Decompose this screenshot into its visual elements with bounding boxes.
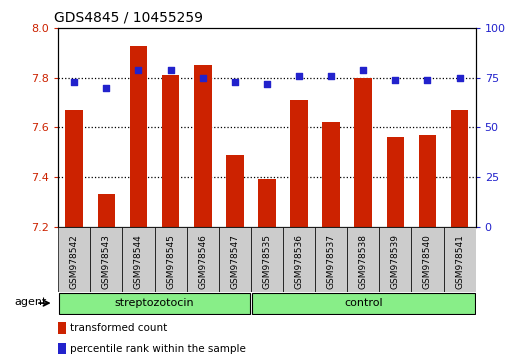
Text: streptozotocin: streptozotocin xyxy=(115,298,194,308)
Text: GSM978537: GSM978537 xyxy=(326,234,335,290)
Text: GSM978546: GSM978546 xyxy=(198,234,207,289)
Point xyxy=(294,73,302,79)
FancyBboxPatch shape xyxy=(443,227,475,292)
Point xyxy=(230,79,238,85)
Point xyxy=(263,81,271,87)
Text: GSM978536: GSM978536 xyxy=(294,234,303,290)
Bar xyxy=(193,65,211,227)
FancyBboxPatch shape xyxy=(282,227,315,292)
Text: GDS4845 / 10455259: GDS4845 / 10455259 xyxy=(54,10,203,24)
Point xyxy=(326,73,334,79)
FancyBboxPatch shape xyxy=(346,227,379,292)
FancyBboxPatch shape xyxy=(122,227,154,292)
Bar xyxy=(258,179,275,227)
Text: GSM978545: GSM978545 xyxy=(166,234,175,289)
Text: GSM978547: GSM978547 xyxy=(230,234,239,289)
Text: transformed count: transformed count xyxy=(70,323,167,333)
FancyBboxPatch shape xyxy=(250,227,282,292)
Bar xyxy=(58,321,66,335)
Point xyxy=(390,77,398,83)
Point xyxy=(423,77,431,83)
Point xyxy=(70,79,78,85)
FancyBboxPatch shape xyxy=(186,227,218,292)
Text: agent: agent xyxy=(15,297,47,307)
Bar xyxy=(354,78,371,227)
Bar xyxy=(65,110,83,227)
Text: GSM978543: GSM978543 xyxy=(102,234,111,289)
Bar xyxy=(58,343,66,354)
Bar xyxy=(290,100,307,227)
Text: GSM978541: GSM978541 xyxy=(454,234,463,289)
Text: GSM978539: GSM978539 xyxy=(390,234,399,290)
Point xyxy=(198,75,207,81)
Bar xyxy=(129,46,147,227)
Bar xyxy=(162,75,179,227)
Text: GSM978544: GSM978544 xyxy=(134,234,143,289)
Bar xyxy=(226,155,243,227)
FancyBboxPatch shape xyxy=(379,227,411,292)
Bar xyxy=(450,110,468,227)
FancyBboxPatch shape xyxy=(90,227,122,292)
FancyBboxPatch shape xyxy=(218,227,250,292)
Bar xyxy=(97,194,115,227)
Text: GSM978542: GSM978542 xyxy=(70,234,79,289)
Point xyxy=(454,75,463,81)
Text: GSM978538: GSM978538 xyxy=(358,234,367,290)
Text: GSM978540: GSM978540 xyxy=(422,234,431,289)
Bar xyxy=(59,293,250,314)
Point xyxy=(102,85,110,91)
Text: control: control xyxy=(343,298,382,308)
FancyBboxPatch shape xyxy=(58,227,90,292)
Point xyxy=(134,67,142,73)
FancyBboxPatch shape xyxy=(411,227,443,292)
Bar xyxy=(386,137,403,227)
FancyBboxPatch shape xyxy=(154,227,186,292)
Point xyxy=(359,67,367,73)
Text: percentile rank within the sample: percentile rank within the sample xyxy=(70,344,246,354)
Bar xyxy=(418,135,435,227)
Point xyxy=(166,67,174,73)
Text: GSM978535: GSM978535 xyxy=(262,234,271,290)
Bar xyxy=(251,293,474,314)
Bar xyxy=(322,122,339,227)
FancyBboxPatch shape xyxy=(315,227,346,292)
